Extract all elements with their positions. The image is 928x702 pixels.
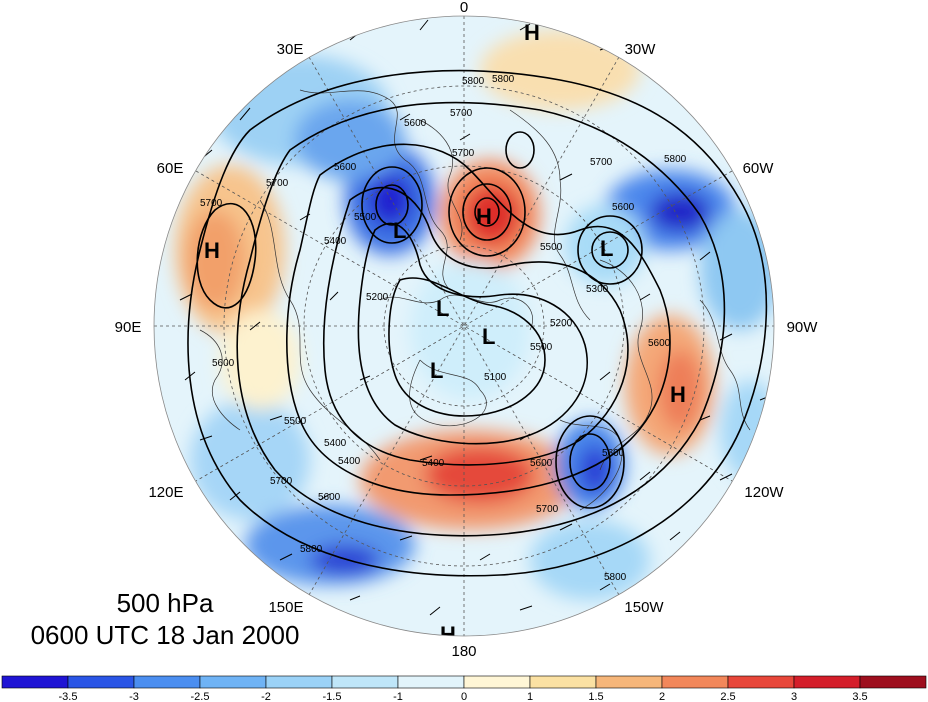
colorbar-tick-label: 0: [461, 691, 467, 702]
contour-label: 5300: [586, 284, 609, 295]
contour-label: 5700: [270, 476, 293, 487]
colorbar: -3.5 -3 -2.5 -2 -1.5 -1 0 1 1.5 2 2.5 3 3.5: [1, 675, 927, 702]
longitude-label: 60E: [157, 160, 184, 177]
longitude-label: 0: [460, 0, 468, 16]
height-contours: [187, 69, 768, 577]
colorbar-tick-label: 2: [659, 691, 665, 702]
colorbar-swatch: [331, 675, 399, 689]
colorbar-swatch: [793, 675, 861, 689]
colorbar-tick-label: 3.5: [852, 691, 867, 702]
contour-label: 5600: [334, 162, 357, 173]
contour-label: 5800: [462, 76, 485, 87]
longitude-label: 150W: [624, 599, 664, 616]
pressure-level-caption: 500 hPa: [116, 588, 214, 618]
longitude-label: 30W: [625, 41, 657, 58]
contour-label: 5200: [366, 292, 389, 303]
contour-label: 5600: [404, 118, 427, 129]
colorbar-swatch: [397, 675, 465, 689]
longitude-label: 150E: [268, 599, 303, 616]
contour-label: 5500: [530, 342, 553, 353]
contour-label: 5500: [284, 416, 307, 427]
colorbar-tick-label: -2: [261, 691, 271, 702]
longitude-label: 120W: [744, 484, 784, 501]
contour-label: 5600: [318, 492, 341, 503]
contour-label: 5400: [324, 236, 347, 247]
contour-label: 5600: [530, 458, 553, 469]
colorbar-swatch: [1, 675, 69, 689]
colorbar-swatch: [265, 675, 333, 689]
high-pressure-center: H: [476, 204, 492, 229]
contour-label: 5800: [492, 74, 515, 85]
high-pressure-center: H: [524, 20, 540, 45]
contour-label: 5400: [338, 456, 361, 467]
valid-time-caption: 0600 UTC 18 Jan 2000: [30, 620, 300, 650]
contour-label: 5700: [536, 504, 559, 515]
high-pressure-center: H: [670, 382, 686, 407]
contour-label: 5800: [664, 154, 687, 165]
colorbar-swatch: [67, 675, 135, 689]
longitude-label: 60W: [743, 160, 775, 177]
colorbar-tick-label: 1: [527, 691, 533, 702]
colorbar-swatch: [595, 675, 663, 689]
colorbar-swatch: [661, 675, 729, 689]
contour-label: 5700: [590, 157, 613, 168]
contour-label: 5700: [452, 148, 475, 159]
contour-labels: 5800 5800 5700 5600 5700 5600 5700 5800 …: [200, 74, 687, 583]
contour-label: 5600: [212, 358, 235, 369]
colorbar-tick-label: -3: [129, 691, 139, 702]
low-pressure-center: L: [600, 236, 613, 261]
colorbar-tick-label: -1: [393, 691, 403, 702]
contour-label: 5500: [540, 242, 563, 253]
map-disc: 5800 5800 5700 5600 5700 5600 5700 5800 …: [154, 16, 774, 647]
colorbar-tick-label: 1.5: [588, 691, 603, 702]
contour-label: 5800: [604, 572, 627, 583]
contour-label: 5600: [602, 448, 625, 459]
contour-label: 5400: [422, 458, 445, 469]
map-boundary: [153, 15, 775, 637]
longitude-label: 90E: [115, 319, 142, 336]
colorbar-swatch: [859, 675, 927, 689]
colorbar-swatch: [463, 675, 531, 689]
low-pressure-center: L: [482, 324, 495, 349]
contour-label: 5700: [200, 198, 223, 209]
colorbar-tick-label: 2.5: [720, 691, 735, 702]
low-pressure-center: L: [393, 218, 406, 243]
longitude-labels: 0 30W 60W 90W 120W 150W 180 150E 120E 90…: [115, 0, 819, 660]
contour-label: 5600: [612, 202, 635, 213]
contour-label: 5700: [266, 178, 289, 189]
high-pressure-center: H: [440, 622, 456, 647]
colorbar-tick-label: -1.5: [323, 691, 342, 702]
graticule: [154, 16, 774, 636]
low-pressure-center: L: [436, 296, 449, 321]
colorbar-swatch: [133, 675, 201, 689]
colorbar-tick-label: 3: [791, 691, 797, 702]
colorbar-swatch: [529, 675, 597, 689]
longitude-label: 90W: [787, 319, 819, 336]
longitude-label: 180: [451, 643, 476, 660]
contour-label: 5400: [324, 438, 347, 449]
contour-label: 5600: [648, 338, 671, 349]
pressure-centers: H H H H L L L L L H: [204, 20, 686, 647]
low-pressure-center: L: [430, 358, 443, 383]
longitude-label: 30E: [277, 41, 304, 58]
coastlines: [199, 89, 751, 511]
contour-label: 5800: [300, 544, 323, 555]
high-pressure-center: H: [204, 238, 220, 263]
contour-label: 5100: [484, 372, 507, 383]
colorbar-swatch: [727, 675, 795, 689]
colorbar-swatch: [199, 675, 267, 689]
colorbar-tick-label: -3.5: [59, 691, 78, 702]
contour-label: 5200: [550, 318, 573, 329]
contour-label: 5700: [450, 108, 473, 119]
colorbar-tick-label: -2.5: [191, 691, 210, 702]
contour-label: 5500: [354, 212, 377, 223]
longitude-label: 120E: [148, 484, 183, 501]
